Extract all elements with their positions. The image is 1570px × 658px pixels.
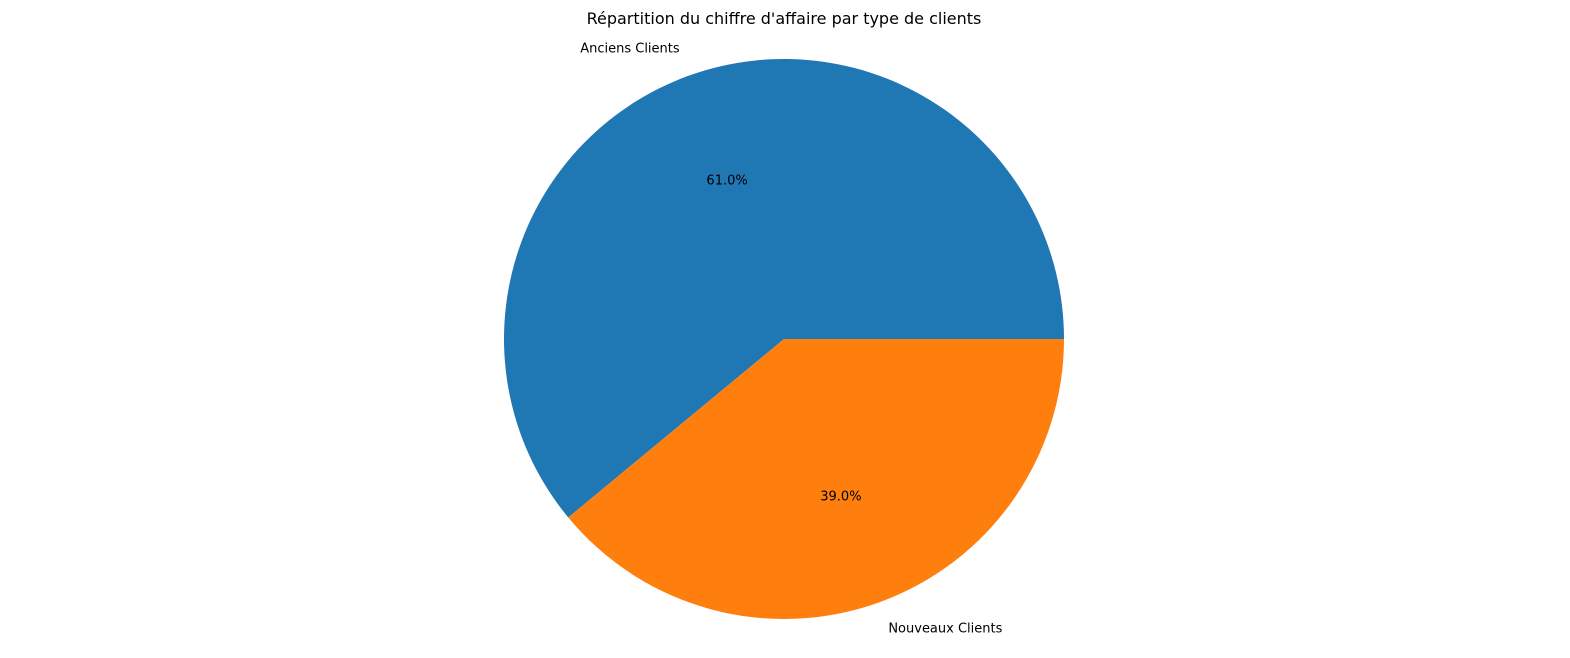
slice-percent-label: 61.0% bbox=[706, 173, 747, 188]
pie-slice-nouveaux-clients bbox=[568, 339, 1064, 619]
pie-labels: Anciens Clients 61.0% Nouveaux Clients 39.0… bbox=[580, 42, 1002, 637]
chart-title: Répartition du chiffre d'affaire par typ… bbox=[587, 9, 982, 28]
pie-slice-anciens-clients bbox=[503, 58, 1064, 518]
pie-slices bbox=[503, 58, 1064, 619]
slice-percent-label: 39.0% bbox=[820, 490, 861, 505]
slice-label: Anciens Clients bbox=[580, 42, 680, 57]
slice-label: Nouveaux Clients bbox=[888, 621, 1002, 636]
